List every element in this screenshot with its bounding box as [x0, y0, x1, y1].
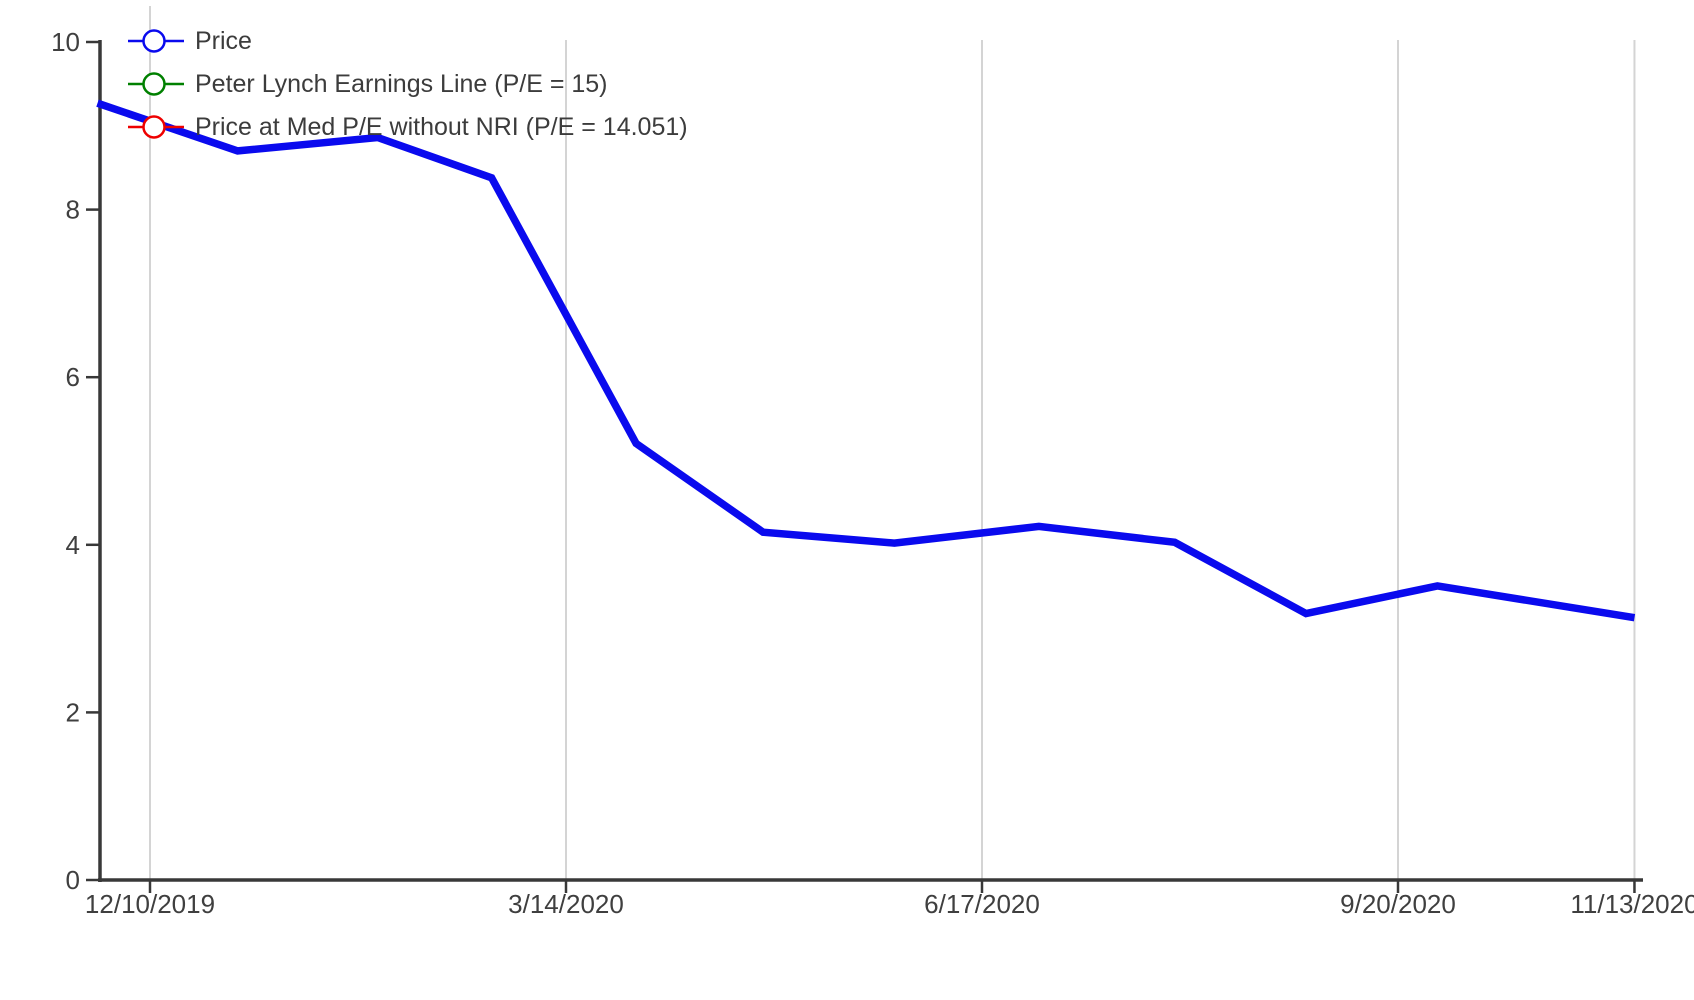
legend-item-label: Price at Med P/E without NRI (P/E = 14.0…	[195, 112, 688, 141]
y-tick-label-4: 4	[66, 530, 80, 560]
y-tick-label-10: 10	[51, 27, 80, 57]
x-tick-label-3/14/2020: 3/14/2020	[508, 889, 624, 919]
y-tick-label-0: 0	[66, 865, 80, 895]
y-tick-label-6: 6	[66, 362, 80, 392]
peter-lynch-series-marker-icon	[128, 72, 184, 96]
series-line-price	[96, 99, 1636, 622]
x-tick-label-9/20/2020: 9/20/2020	[1340, 889, 1456, 919]
chart-legend: Price Peter Lynch Earnings Line (P/E = 1…	[128, 26, 688, 155]
legend-item-label: Price	[195, 26, 252, 55]
med-pe-series-marker-icon	[128, 115, 184, 139]
y-tick-label-8: 8	[66, 195, 80, 225]
legend-item-peter-lynch-earnings-line[interactable]: Peter Lynch Earnings Line (P/E = 15)	[128, 69, 688, 99]
x-tick-label-6/17/2020: 6/17/2020	[924, 889, 1040, 919]
x-tick-label-12/10/2019: 12/10/2019	[85, 889, 215, 919]
legend-item-price-at-med-pe[interactable]: Price at Med P/E without NRI (P/E = 14.0…	[128, 112, 688, 142]
legend-item-price[interactable]: Price	[128, 26, 688, 56]
y-tick-label-2: 2	[66, 697, 80, 727]
legend-item-label: Peter Lynch Earnings Line (P/E = 15)	[195, 69, 608, 98]
x-tick-label-11/13/2020: 11/13/2020	[1570, 889, 1694, 919]
price-series-marker-icon	[128, 29, 184, 53]
